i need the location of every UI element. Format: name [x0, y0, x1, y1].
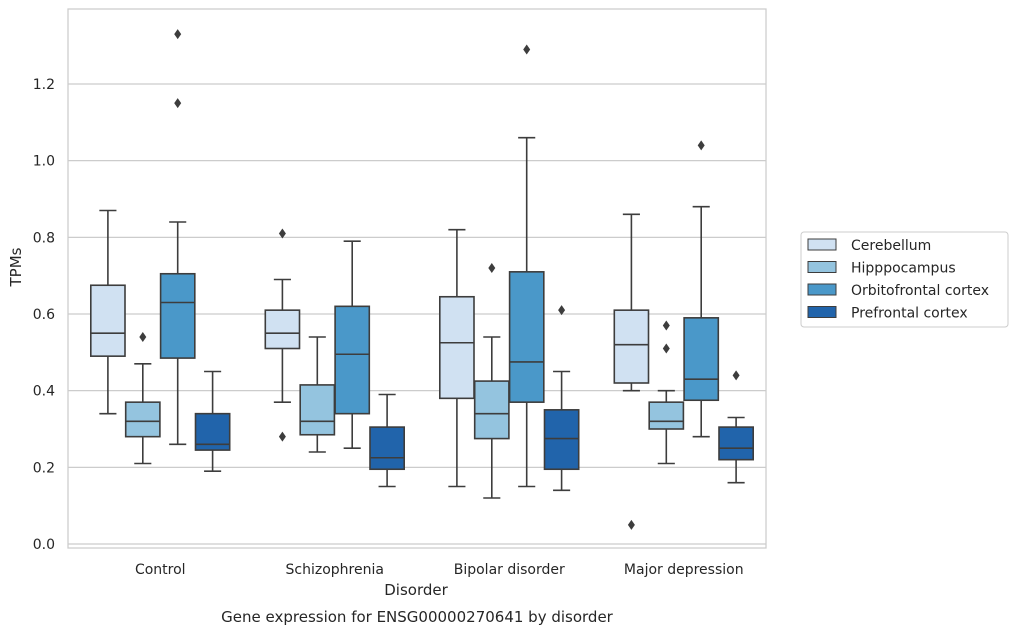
- box-prefrontal-cortex: [369, 393, 406, 488]
- plot-frame: [67, 8, 767, 549]
- box-cerebellum: [613, 213, 650, 530]
- box-body: [473, 380, 510, 440]
- outlier-point: [523, 44, 531, 55]
- legend-label: Hipppocampus: [851, 261, 956, 277]
- outlier-point: [662, 320, 670, 331]
- y-tick-label: 0.2: [33, 460, 55, 476]
- legend-swatch: [807, 238, 837, 251]
- box-prefrontal-cortex: [543, 305, 580, 492]
- box-body: [718, 426, 755, 461]
- outlier-point: [174, 98, 182, 109]
- y-axis-label: TPMs: [7, 247, 25, 287]
- legend-frame: [800, 231, 1009, 328]
- box-prefrontal-cortex: [194, 370, 231, 472]
- box-body: [264, 309, 301, 350]
- box-body: [159, 272, 196, 359]
- x-tick-label: Control: [135, 562, 186, 578]
- legend-swatch: [807, 261, 837, 273]
- box-body: [508, 271, 545, 403]
- outlier-point: [139, 332, 147, 342]
- boxes-layer: [89, 29, 755, 530]
- y-tick-label: 1.0: [33, 154, 55, 170]
- x-axis-label: Disorder: [384, 581, 448, 599]
- box-body: [369, 426, 406, 471]
- box-body: [334, 305, 371, 415]
- legend-label: Cerebellum: [851, 238, 931, 254]
- x-axis-ticks: Control Schizophrenia Bipolar disorder Majo…: [135, 562, 744, 578]
- y-axis-ticks: 0.0 0.2 0.4 0.6 0.8 1.0 1.2: [33, 77, 55, 553]
- box-orbitofrontal-cortex: [159, 29, 196, 446]
- legend-label: Orbitofrontal cortex: [851, 283, 989, 299]
- outlier-point: [278, 431, 286, 442]
- box-cerebellum: [264, 228, 301, 442]
- box-hipppocampus: [124, 332, 161, 465]
- x-tick-label: Schizophrenia: [286, 562, 384, 578]
- x-tick-label: Major depression: [624, 562, 744, 578]
- box-cerebellum: [438, 228, 475, 488]
- box-body: [648, 401, 685, 430]
- outlier-point: [278, 228, 286, 239]
- box-prefrontal-cortex: [718, 370, 755, 484]
- outlier-point: [558, 305, 566, 316]
- y-tick-label: 0.6: [33, 307, 55, 323]
- y-tick-label: 0.8: [33, 230, 55, 246]
- y-tick-label: 0.4: [33, 384, 55, 400]
- box-body: [124, 401, 161, 438]
- box-body: [89, 284, 126, 357]
- outlier-point: [627, 519, 635, 530]
- box-orbitofrontal-cortex: [508, 44, 545, 488]
- y-tick-label: 1.2: [33, 77, 55, 93]
- box-hipppocampus: [648, 320, 685, 465]
- outlier-point: [174, 29, 182, 40]
- outlier-point: [662, 343, 670, 354]
- box-body: [683, 317, 720, 402]
- outlier-point: [697, 140, 705, 151]
- box-body: [299, 384, 336, 436]
- box-body: [438, 295, 475, 400]
- legend-swatch: [807, 306, 837, 318]
- x-tick-label: Bipolar disorder: [454, 562, 565, 578]
- legend-swatch: [807, 283, 837, 296]
- chart-caption: Gene expression for ENSG00000270641 by d…: [221, 608, 614, 626]
- box-body: [613, 309, 650, 384]
- box-hipppocampus: [473, 263, 510, 499]
- box-orbitofrontal-cortex: [334, 240, 371, 449]
- box-orbitofrontal-cortex: [683, 140, 720, 438]
- legend: Cerebellum Hipppocampus Orbitofrontal cort…: [800, 231, 1009, 328]
- box-cerebellum: [89, 209, 126, 415]
- box-body: [543, 409, 580, 471]
- y-tick-label: 0.0: [33, 537, 55, 553]
- outlier-point: [732, 370, 740, 381]
- legend-label: Prefrontal cortex: [851, 306, 968, 322]
- outlier-point: [488, 263, 496, 273]
- box-hipppocampus: [299, 336, 336, 453]
